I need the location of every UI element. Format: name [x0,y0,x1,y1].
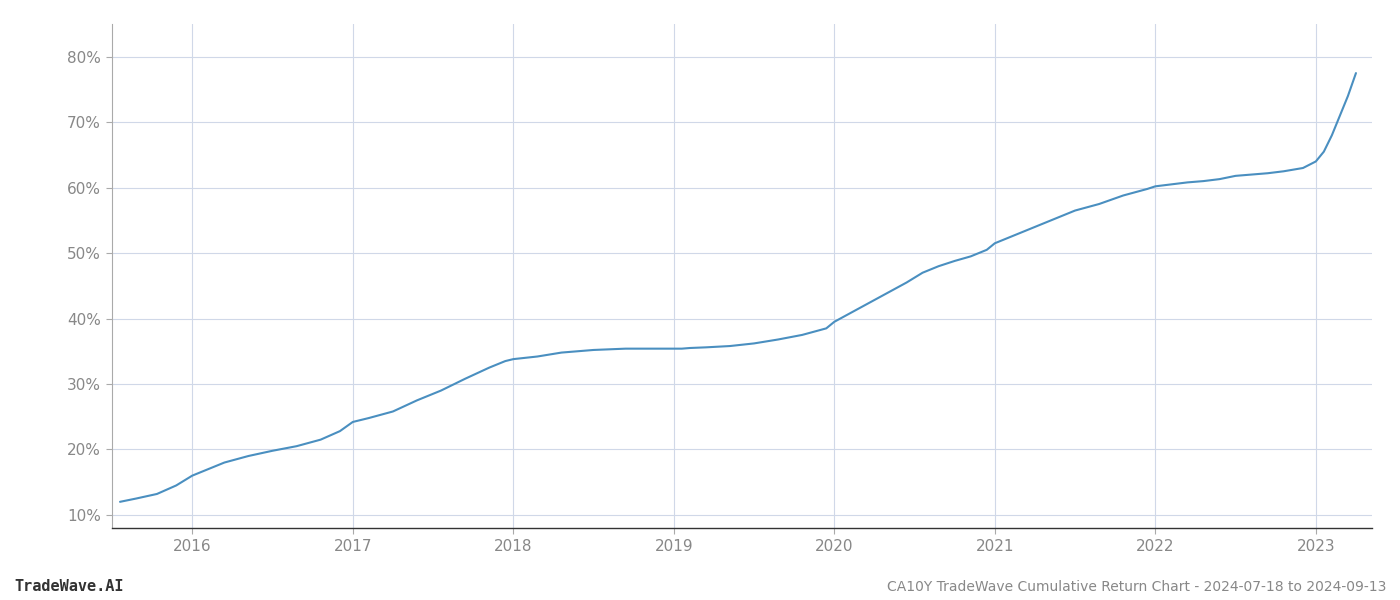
Text: CA10Y TradeWave Cumulative Return Chart - 2024-07-18 to 2024-09-13: CA10Y TradeWave Cumulative Return Chart … [886,580,1386,594]
Text: TradeWave.AI: TradeWave.AI [14,579,123,594]
